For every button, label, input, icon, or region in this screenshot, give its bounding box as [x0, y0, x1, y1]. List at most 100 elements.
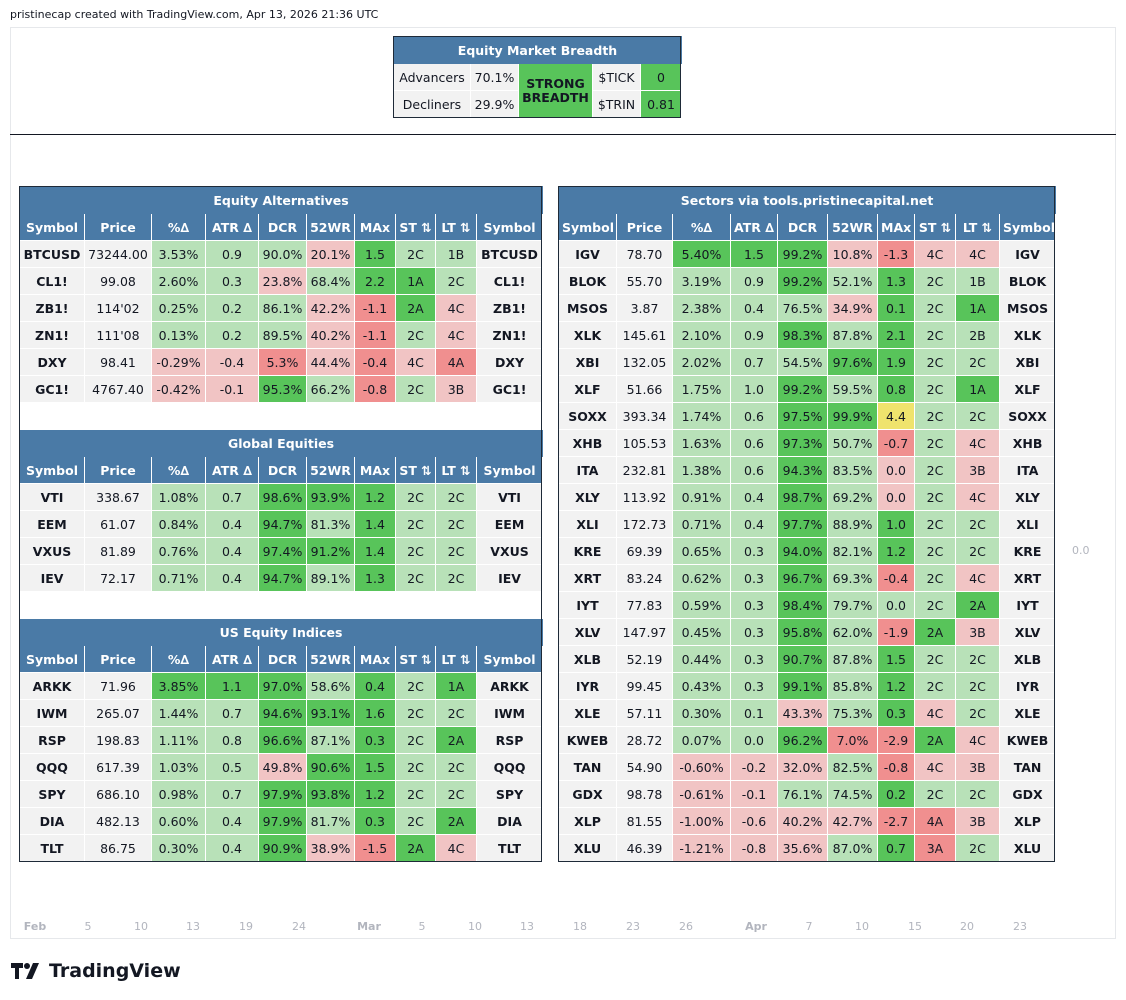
sectors-row: BLOK 55.70 3.19% 0.9 99.2% 52.1% 1.3 2C 1B BLOK — [558, 267, 1057, 295]
value-cell: 0.3 — [877, 699, 915, 727]
equity-alternatives-header-cell: 52WR — [306, 213, 355, 241]
value-cell: -2.9 — [877, 726, 915, 754]
us-equity-indices-header-cell: LT ⇅ — [435, 645, 477, 673]
sectors-header-cell: Price — [616, 213, 673, 241]
symbol-cell: KWEB — [558, 726, 617, 754]
value-cell: 87.1% — [306, 726, 355, 754]
symbol-cell: ITA — [998, 456, 1057, 484]
value-cell: 94.7% — [258, 564, 307, 592]
time-axis-label: 23 — [1013, 920, 1027, 933]
global-equities-header-cell: DCR — [258, 456, 307, 484]
value-cell: 97.3% — [777, 429, 828, 457]
value-cell: 4A — [914, 807, 956, 835]
pane-separator[interactable] — [10, 134, 1116, 135]
time-axis-label: 10 — [855, 920, 869, 933]
value-cell: 0.8 — [205, 726, 259, 754]
value-cell: -1.9 — [877, 618, 915, 646]
value-cell: -1.1 — [354, 321, 396, 349]
value-cell: 0.45% — [672, 618, 731, 646]
value-cell: 1.6 — [354, 699, 396, 727]
global-equities-header-cell: ST ⇅ — [395, 456, 436, 484]
value-cell: 3.19% — [672, 267, 731, 295]
equity-alternatives-header-cell: Price — [84, 213, 152, 241]
value-cell: 32.0% — [777, 753, 828, 781]
time-axis-label: 18 — [573, 920, 587, 933]
time-axis-label: 23 — [626, 920, 640, 933]
symbol-cell: EEM — [475, 510, 544, 538]
value-cell: 2C — [395, 375, 436, 403]
symbol-cell: RSP — [475, 726, 544, 754]
value-cell: 96.2% — [777, 726, 828, 754]
sectors-header-cell: Symbol — [998, 213, 1057, 241]
value-cell: 0.25% — [151, 294, 206, 322]
us-equity-indices-header-cell: ATR ∆ — [205, 645, 259, 673]
us-equity-indices-title: US Equity Indices — [18, 618, 544, 646]
value-cell: 46.39 — [616, 834, 673, 862]
value-cell: 62.0% — [827, 618, 878, 646]
value-cell: 2B — [955, 321, 1000, 349]
sectors-row: KRE 69.39 0.65% 0.3 94.0% 82.1% 1.2 2C 2C KRE — [558, 537, 1057, 565]
value-cell: 3B — [955, 807, 1000, 835]
value-cell: 87.8% — [827, 645, 878, 673]
value-cell: 38.9% — [306, 834, 355, 862]
sectors-header-cell: LT ⇅ — [955, 213, 1000, 241]
symbol-cell: XLP — [998, 807, 1057, 835]
time-axis[interactable]: Feb 5 10 13 19 24 Mar 5 10 13 18 23 26 Apr 7 10 15 20 23 — [0, 920, 1126, 934]
value-cell: 1.1 — [205, 672, 259, 700]
value-cell: 2C — [914, 645, 956, 673]
equity-alternatives-header-cell: %∆ — [151, 213, 206, 241]
symbol-cell: IYT — [998, 591, 1057, 619]
symbol-cell: XLB — [558, 645, 617, 673]
equity-alternatives-row: GC1! 4767.40 -0.42% -0.1 95.3% 66.2% -0.8 2C 3B G… — [19, 375, 544, 403]
value-cell: 86.1% — [258, 294, 307, 322]
symbol-cell: IYR — [558, 672, 617, 700]
value-cell: 2A — [395, 834, 436, 862]
value-cell: 87.8% — [827, 321, 878, 349]
value-cell: -0.42% — [151, 375, 206, 403]
us-equity-indices-header-cell: Symbol — [475, 645, 544, 673]
value-cell: 99.45 — [616, 672, 673, 700]
value-cell: -1.5 — [354, 834, 396, 862]
sectors-row: XBI 132.05 2.02% 0.7 54.5% 97.6% 1.9 2C 2C XBI — [558, 348, 1057, 376]
value-cell: 2.2 — [354, 267, 396, 295]
value-cell: 4C — [395, 348, 436, 376]
value-cell: 57.11 — [616, 699, 673, 727]
value-cell: 3.53% — [151, 240, 206, 268]
value-cell: 4C — [435, 321, 477, 349]
symbol-cell: XRT — [558, 564, 617, 592]
value-cell: 0.60% — [151, 807, 206, 835]
value-cell: 71.96 — [84, 672, 152, 700]
symbol-cell: IYR — [998, 672, 1057, 700]
tradingview-logo[interactable]: TradingView — [11, 960, 181, 982]
value-cell: 23.8% — [258, 267, 307, 295]
value-cell: 81.55 — [616, 807, 673, 835]
value-cell: 2C — [395, 753, 436, 781]
sectors-row: IYT 77.83 0.59% 0.3 98.4% 79.7% 0.0 2C 2A IYT — [558, 591, 1057, 619]
chart-area[interactable] — [10, 27, 1116, 939]
symbol-cell: XLY — [998, 483, 1057, 511]
value-cell: 0.62% — [672, 564, 731, 592]
value-cell: 1.3 — [877, 267, 915, 295]
value-cell: 2.38% — [672, 294, 731, 322]
symbol-cell: IEV — [19, 564, 85, 592]
value-cell: 2C — [435, 699, 477, 727]
value-cell: 1.2 — [354, 483, 396, 511]
value-cell: 0.91% — [672, 483, 731, 511]
us-equity-indices-header-cell: Symbol — [19, 645, 85, 673]
value-cell: -1.1 — [354, 294, 396, 322]
value-cell: 90.6% — [306, 753, 355, 781]
value-cell: 68.4% — [306, 267, 355, 295]
value-cell: 686.10 — [84, 780, 152, 808]
value-cell: 1.0 — [877, 510, 915, 538]
symbol-cell: XLE — [998, 699, 1057, 727]
value-cell: 1.75% — [672, 375, 731, 403]
value-cell: 0.84% — [151, 510, 206, 538]
value-cell: 78.70 — [616, 240, 673, 268]
value-cell: 54.5% — [777, 348, 828, 376]
value-cell: 2C — [395, 564, 436, 592]
symbol-cell: ZN1! — [475, 321, 544, 349]
value-cell: 617.39 — [84, 753, 152, 781]
symbol-cell: DIA — [475, 807, 544, 835]
time-axis-label: 15 — [908, 920, 922, 933]
symbol-cell: ZN1! — [19, 321, 85, 349]
